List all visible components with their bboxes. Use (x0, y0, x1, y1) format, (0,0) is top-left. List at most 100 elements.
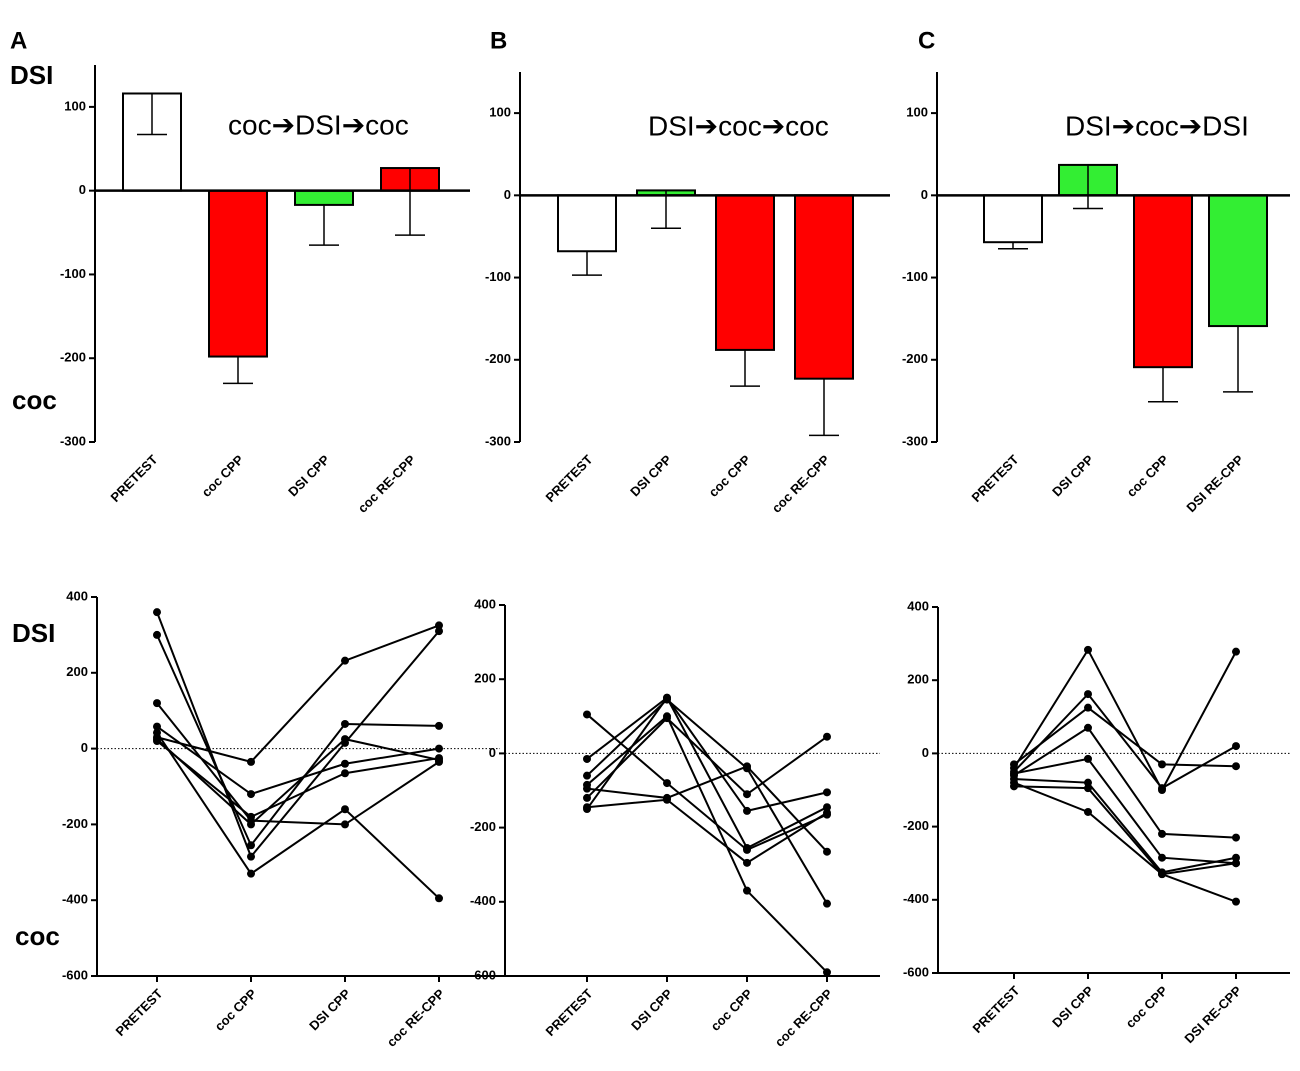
data-point (1084, 645, 1092, 654)
x-tick-label: DSI CPP (285, 452, 333, 500)
y-tick-label: -400 (470, 893, 496, 908)
data-point (341, 719, 349, 728)
x-tick-label: PRETEST (113, 986, 166, 1039)
data-point (153, 608, 161, 617)
data-point (247, 820, 255, 829)
error-bar (309, 204, 339, 246)
panel-letter: A (10, 27, 27, 54)
y-tick-label: 400 (474, 596, 496, 611)
data-point (1158, 760, 1166, 769)
x-tick-label: coc RE-CPP (769, 452, 833, 516)
bar (1208, 194, 1268, 328)
subject-line (156, 634, 440, 848)
y-tick-label: -200 (470, 819, 496, 834)
data-point (823, 968, 831, 977)
x-tick-label: DSI RE-CPP (1183, 452, 1246, 515)
y-tick-label: -300 (902, 433, 928, 448)
data-point (1232, 853, 1240, 862)
data-point (247, 812, 255, 821)
data-point (1010, 778, 1018, 787)
x-tick-label: coc CPP (1123, 983, 1171, 1031)
x-tick-label: PRETEST (969, 452, 1022, 505)
bar (1133, 194, 1193, 369)
error-bar (998, 242, 1028, 250)
y-tick-label: -400 (903, 891, 929, 906)
y-tick-label: -400 (62, 892, 88, 907)
data-point (1084, 723, 1092, 732)
x-tick-label: PRETEST (108, 452, 161, 505)
subject-line (156, 738, 440, 826)
y-tick-label: -200 (485, 351, 511, 366)
data-point (1084, 807, 1092, 816)
y-tick-label: 400 (907, 598, 929, 613)
data-point (743, 858, 751, 867)
data-point (1232, 897, 1240, 906)
data-point (153, 735, 161, 744)
data-point (823, 847, 831, 856)
x-tick-label: coc CPP (212, 986, 260, 1034)
data-point (435, 894, 443, 903)
data-point (1232, 742, 1240, 751)
data-point (583, 805, 591, 814)
bar (794, 194, 854, 380)
error-bar (730, 349, 760, 387)
data-point (435, 755, 443, 764)
y-tick-label: 400 (66, 588, 88, 603)
y-tick-label: 0 (504, 187, 511, 202)
data-point (743, 844, 751, 853)
y-tick-label: 200 (66, 664, 88, 679)
data-point (823, 899, 831, 908)
subject-line (586, 765, 828, 853)
subject-line (1013, 785, 1237, 903)
y-tick-label: -600 (903, 964, 929, 979)
y-tick-label: -100 (485, 269, 511, 284)
data-point (663, 779, 671, 788)
y-tick-label: 0 (79, 182, 86, 197)
y-tick-label: -200 (60, 350, 86, 365)
y-tick-label: 100 (489, 105, 511, 120)
annotation: DSI➔coc➔DSI (1065, 110, 1249, 141)
x-tick-label: DSI CPP (628, 986, 676, 1034)
data-point (1232, 762, 1240, 771)
data-point (583, 784, 591, 793)
data-point (341, 820, 349, 829)
subject-line (156, 702, 440, 826)
data-point (583, 754, 591, 763)
data-point (435, 744, 443, 753)
subject-line (156, 624, 440, 763)
error-bar (572, 251, 602, 276)
x-tick-label: DSI CPP (306, 986, 354, 1034)
bar (557, 194, 617, 253)
data-point (583, 771, 591, 780)
subject-line (586, 696, 828, 850)
data-point (247, 841, 255, 850)
error-bar (137, 93, 167, 136)
y-tick-label: -600 (470, 967, 496, 982)
y-tick-label: 200 (474, 671, 496, 686)
data-point (663, 714, 671, 723)
subject-line (586, 698, 828, 905)
error-bar (809, 378, 839, 437)
data-point (1232, 833, 1240, 842)
subject-line (156, 732, 440, 900)
subject-line (156, 740, 440, 818)
error-bar (395, 168, 425, 236)
annotation: DSI➔coc➔coc (648, 110, 829, 141)
subject-line (1013, 692, 1237, 790)
data-point (743, 762, 751, 771)
subject-line (1013, 706, 1237, 768)
data-point (341, 759, 349, 768)
error-bar (651, 190, 681, 229)
data-point (435, 621, 443, 630)
x-tick-label: coc RE-CPP (772, 986, 836, 1050)
data-point (1084, 778, 1092, 787)
data-point (1084, 754, 1092, 763)
data-point (153, 722, 161, 731)
y-tick-label: 100 (906, 105, 928, 120)
subject-line (1013, 781, 1237, 876)
x-tick-label: DSI RE-CPP (1181, 983, 1244, 1046)
side-label: DSI (10, 60, 53, 90)
data-point (153, 630, 161, 639)
panel-letter: C (918, 27, 935, 54)
